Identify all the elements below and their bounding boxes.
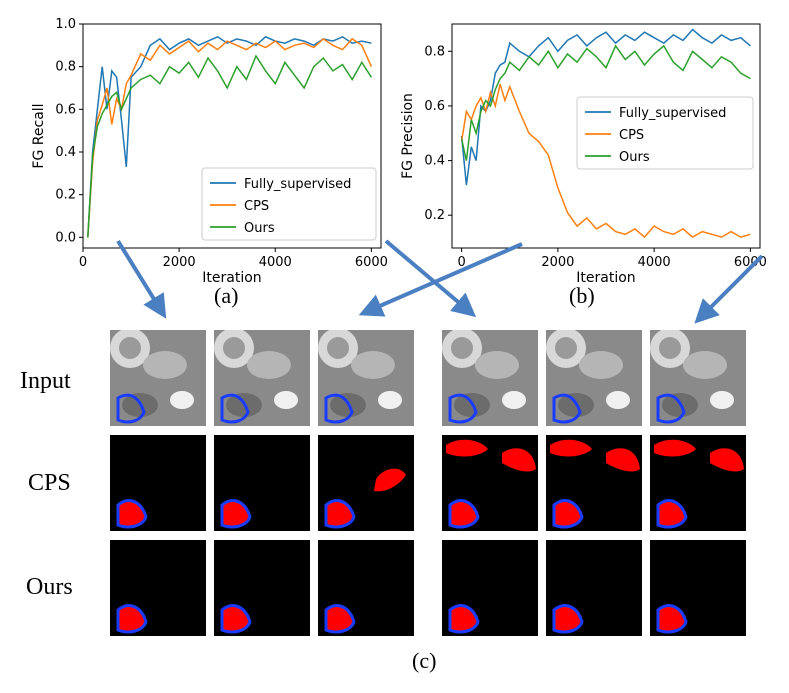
arrow bbox=[358, 242, 523, 317]
panel-label-a: (a) bbox=[214, 283, 239, 308]
plot-frame bbox=[451, 23, 761, 249]
y-tick-label: 0.0 bbox=[55, 230, 76, 245]
x-tick-label: 0 bbox=[457, 255, 465, 270]
cps-tile bbox=[110, 435, 206, 531]
legend-box bbox=[201, 167, 377, 241]
cps-tile bbox=[546, 435, 642, 531]
series-line-fully-supervised bbox=[87, 35, 372, 238]
x-axis-label: Iteration bbox=[202, 270, 261, 286]
legend-label: Fully_supervised bbox=[244, 177, 351, 192]
input-tile bbox=[318, 330, 414, 426]
y-tick-label: 0.4 bbox=[55, 145, 76, 160]
legend-label: Fully_supervised bbox=[619, 106, 726, 121]
y-tick-label: 0.2 bbox=[55, 188, 76, 203]
row-label-ours: Ours bbox=[26, 574, 73, 600]
input-tile bbox=[110, 330, 206, 426]
input-tile bbox=[650, 330, 746, 426]
cps-tile bbox=[650, 435, 746, 531]
y-tick-label: 0.8 bbox=[424, 44, 445, 59]
ours-tile bbox=[110, 540, 206, 636]
panel-label-b: (b) bbox=[569, 283, 595, 308]
arrow bbox=[116, 239, 167, 319]
x-tick-label: 2000 bbox=[541, 255, 574, 270]
row-label-cps: CPS bbox=[28, 470, 71, 496]
y-tick-label: 0.2 bbox=[424, 208, 445, 223]
legend-label: Ours bbox=[619, 150, 650, 165]
x-tick-label: 4000 bbox=[638, 255, 671, 270]
y-tick-label: 0.6 bbox=[424, 99, 445, 114]
series-line-cps bbox=[87, 37, 373, 238]
y-tick-label: 0.4 bbox=[424, 154, 445, 169]
row-label-input: Input bbox=[20, 368, 71, 394]
series-line-ours bbox=[460, 44, 751, 161]
y-tick-label: 1.0 bbox=[55, 17, 76, 32]
legend-box bbox=[576, 96, 754, 170]
series-line-fully-supervised bbox=[460, 28, 751, 186]
input-tile bbox=[546, 330, 642, 426]
y-tick-label: 0.6 bbox=[55, 102, 76, 117]
legend-label: CPS bbox=[244, 199, 269, 214]
series-line-cps bbox=[460, 83, 751, 239]
arrow bbox=[694, 254, 764, 324]
plot-frame bbox=[82, 23, 382, 249]
y-axis-label: FG Precision bbox=[400, 93, 416, 179]
legend-label: CPS bbox=[619, 128, 644, 143]
input-tile bbox=[214, 330, 310, 426]
arrow bbox=[384, 239, 477, 318]
y-axis-label: FG Recall bbox=[31, 103, 47, 168]
input-tile bbox=[442, 330, 538, 426]
x-tick-label: 0 bbox=[79, 255, 87, 270]
y-tick-label: 0.8 bbox=[55, 60, 76, 75]
panel-label-c: (c) bbox=[412, 648, 437, 673]
ours-tile bbox=[650, 540, 746, 636]
series-line-ours bbox=[87, 54, 373, 238]
arrows bbox=[116, 239, 764, 324]
ours-tile bbox=[442, 540, 538, 636]
legend-label: Ours bbox=[244, 221, 275, 236]
x-tick-label: 4000 bbox=[259, 255, 292, 270]
x-axis-label: Iteration bbox=[576, 270, 635, 286]
cps-tile bbox=[214, 435, 310, 531]
ours-tile bbox=[546, 540, 642, 636]
cps-tile bbox=[318, 435, 414, 531]
x-tick-label: 2000 bbox=[163, 255, 196, 270]
ours-tile bbox=[318, 540, 414, 636]
x-tick-label: 6000 bbox=[355, 255, 388, 270]
cps-tile bbox=[442, 435, 538, 531]
recall-chart: 0 2000 4000 6000 0.0 0.2 0.4 0.6 0.8 1.0 Iteration… bbox=[31, 17, 388, 286]
ours-tile bbox=[214, 540, 310, 636]
